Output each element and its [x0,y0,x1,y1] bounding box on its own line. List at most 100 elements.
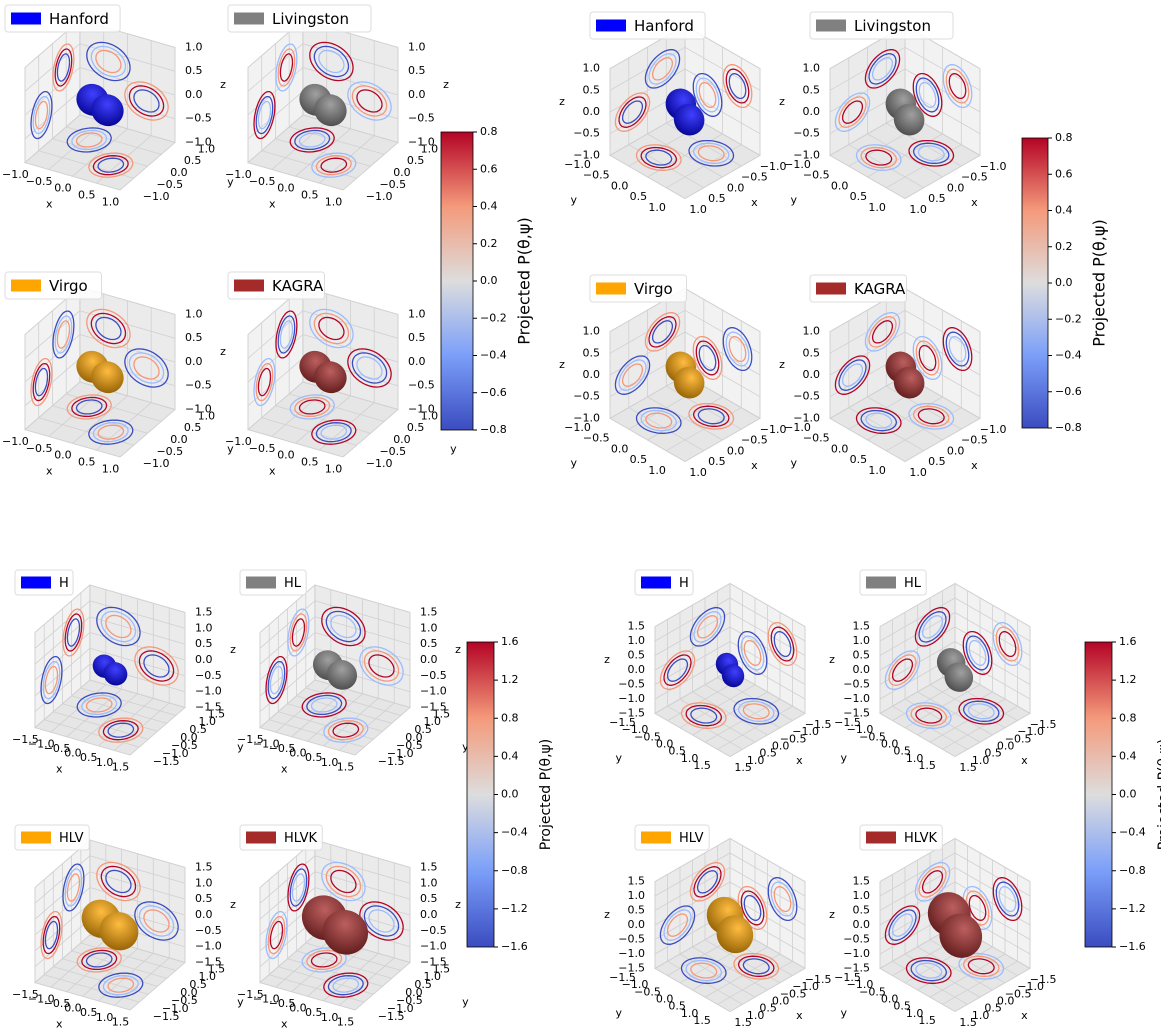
colorbar: −0.8−0.6−0.4−0.20.00.20.40.60.8Projected… [1022,131,1109,434]
legend-swatch [246,577,276,589]
z-tick-label: −1.0 [420,685,447,698]
colorbar-gradient [1085,642,1112,947]
z-tick-label: 0.5 [408,64,426,77]
colorbar-tick-label: 0.8 [501,711,519,724]
axes-3d: −1.0−1.0−1.0−0.5−0.5−0.50.00.00.00.50.50… [2,272,234,478]
legend: HLV [635,825,709,850]
z-tick-label: −0.5 [843,677,870,690]
axis-label: y [840,1006,847,1019]
z-tick-label: 1.0 [185,40,203,53]
legend: HL [860,570,926,595]
z-tick-label: 0.5 [195,892,213,905]
z-tick-label: −1.5 [618,961,645,974]
z-tick-label: 0.5 [803,83,821,96]
z-tick-label: 0.0 [408,88,426,101]
colorbar-tick-label: −1.2 [1119,902,1146,915]
z-tick-label: 0.5 [420,892,438,905]
y-tick-label: 0.0 [393,433,411,446]
legend-swatch [816,283,846,295]
y-tick-label: 1.5 [433,962,451,975]
y-tick-label: 1.0 [198,142,216,155]
z-tick-label: −1.0 [618,692,645,705]
z-tick-label: 0.0 [420,908,438,921]
z-tick-label: −0.5 [195,669,222,682]
y-tick-label: −0.5 [583,432,610,445]
z-tick-label: 0.5 [583,346,601,359]
y-tick-label: −0.5 [156,178,183,191]
legend: KAGRA [228,272,325,299]
axes-3d: −1.5−1.5−1.5−1.0−1.0−1.0−0.5−0.5−0.50.00… [12,570,244,776]
x-tick-label: 0.0 [54,449,72,462]
colorbar-tick-label: 0.2 [480,237,498,250]
y-tick-label: 0.0 [170,166,188,179]
x-tick-label: 0.5 [78,189,96,202]
x-tick-label: −0.5 [741,434,768,447]
z-tick-label: −1.0 [420,940,447,953]
axis-label: y [450,443,457,456]
x-tick-label: 0.0 [727,444,745,457]
legend: H [635,570,693,595]
axis-label: x [46,198,53,211]
y-tick-label: 0.5 [630,453,648,466]
x-tick-label: 0.5 [301,456,319,469]
z-tick-label: 0.0 [628,663,646,676]
colorbar-tick-label: 0.8 [1119,711,1137,724]
x-tick-label: 1.5 [337,760,355,773]
axis-label: x [751,196,758,209]
colorbar-label: Projected P(θ,ψ) [515,217,534,344]
z-tick-label: 0.5 [408,331,426,344]
axis-label: x [1021,1009,1028,1022]
x-tick-label: 1.0 [909,466,927,479]
axis-label: x [269,198,276,211]
axes-3d: −1.0−1.0−1.0−0.5−0.5−0.50.00.00.00.50.50… [779,12,1006,216]
y-tick-label: 0.5 [850,190,868,203]
axis-label: x [971,459,978,472]
z-tick-label: −1.0 [618,947,645,960]
legend-label: HL [904,576,922,591]
y-tick-label: 0.5 [407,154,425,167]
x-tick-label: 1.5 [337,1015,355,1028]
z-tick-label: −0.5 [793,390,820,403]
colorbar-tick-label: 0.0 [480,274,498,287]
z-tick-label: 1.5 [628,620,646,633]
x-tick-label: −1.0 [225,435,252,448]
axis-label: z [559,95,565,108]
z-tick-label: −1.0 [573,148,600,161]
colorbar-tick-label: 0.2 [1055,240,1073,253]
z-tick-label: 0.5 [803,346,821,359]
axis-label: x [796,754,803,767]
z-tick-label: 0.0 [803,368,821,381]
x-tick-label: 0.0 [54,182,72,195]
z-tick-label: 0.5 [583,83,601,96]
x-tick-label: 0.5 [708,192,726,205]
colorbar-tick-label: 0.4 [1119,749,1137,762]
colorbar-gradient [467,642,494,947]
x-tick-label: 0.5 [928,455,946,468]
legend-label: H [679,576,689,591]
axis-label: x [281,1018,288,1029]
y-tick-label: −1.0 [143,190,170,203]
legend-label: Virgo [634,280,673,298]
z-tick-label: −0.5 [408,112,435,125]
axis-label: x [281,763,288,776]
z-tick-label: −0.5 [618,677,645,690]
z-tick-label: 0.0 [583,368,601,381]
x-tick-label: −0.5 [26,175,53,188]
legend-swatch [866,577,896,589]
colorbar-tick-label: −0.4 [501,826,528,839]
axes-3d: −1.0−1.0−1.0−0.5−0.5−0.50.00.00.00.50.50… [2,5,234,211]
z-tick-label: 1.5 [195,605,213,618]
axis-label: z [559,358,565,371]
z-tick-label: 0.0 [628,918,646,931]
colorbar-tick-label: 1.6 [501,635,519,648]
colorbar-tick-label: −0.2 [1055,312,1082,325]
y-tick-label: 1.5 [208,707,226,720]
legend-label: KAGRA [854,280,906,298]
axis-label: z [455,643,461,656]
y-tick-label: 1.5 [433,707,451,720]
colorbar-tick-label: 0.4 [501,749,519,762]
legend-label: H [59,576,69,591]
z-tick-label: −1.0 [843,692,870,705]
z-tick-label: 1.5 [853,875,871,888]
x-tick-label: 1.0 [909,203,927,216]
